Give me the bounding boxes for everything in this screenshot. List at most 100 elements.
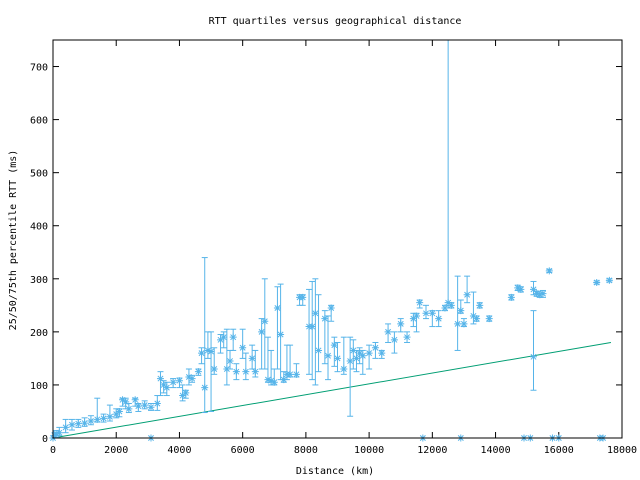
data-point — [115, 407, 123, 418]
data-point — [273, 286, 281, 370]
data-point — [485, 315, 493, 323]
asterisk-marker — [476, 301, 484, 309]
asterisk-marker — [413, 312, 421, 320]
x-tick-label: 18000 — [607, 445, 637, 456]
y-tick-label: 500 — [30, 169, 48, 180]
asterisk-marker — [473, 315, 481, 323]
data-point — [305, 288, 313, 375]
asterisk-marker — [397, 320, 405, 328]
data-point — [390, 331, 398, 354]
data-point — [223, 328, 231, 386]
asterisk-marker — [188, 375, 196, 383]
asterisk-marker — [179, 392, 187, 400]
asterisk-marker — [267, 377, 275, 385]
asterisk-marker — [201, 384, 209, 392]
data-point — [55, 426, 63, 437]
asterisk-marker — [390, 336, 398, 344]
asterisk-marker — [232, 368, 240, 376]
data-point — [201, 257, 209, 414]
chart-title: RTT quartiles versus geographical distan… — [209, 16, 462, 27]
data-point — [134, 402, 142, 412]
data-point — [220, 331, 228, 349]
asterisk-marker — [156, 375, 164, 383]
data-point — [428, 309, 436, 328]
data-point — [226, 349, 234, 370]
data-point — [156, 371, 164, 397]
asterisk-marker — [131, 396, 139, 404]
data-point — [315, 294, 323, 373]
asterisk-marker — [365, 349, 373, 357]
asterisk-marker — [605, 276, 613, 284]
data-point — [277, 283, 285, 381]
x-axis-label: Distance (km) — [296, 466, 374, 477]
asterisk-marker — [163, 384, 171, 392]
asterisk-marker — [403, 333, 411, 341]
data-point — [397, 318, 405, 333]
asterisk-marker — [273, 304, 281, 312]
data-point — [267, 349, 275, 386]
asterisk-marker — [122, 398, 130, 406]
data-point — [153, 395, 161, 411]
data-point — [261, 278, 269, 370]
asterisk-marker — [217, 336, 225, 344]
data-point — [349, 339, 357, 370]
asterisk-marker — [194, 368, 202, 376]
data-point — [270, 368, 278, 386]
y-tick-label: 300 — [30, 275, 48, 286]
asterisk-marker — [507, 293, 515, 301]
data-point — [334, 341, 341, 373]
data-point — [242, 352, 250, 381]
asterisk-marker — [258, 328, 266, 336]
asterisk-marker — [409, 315, 417, 323]
asterisk-marker — [147, 403, 155, 411]
asterisk-marker — [359, 352, 367, 360]
asterisk-marker — [204, 346, 212, 354]
asterisk-marker — [119, 396, 127, 404]
data-point — [194, 368, 202, 376]
asterisk-marker — [134, 402, 142, 410]
asterisk-marker — [261, 317, 269, 325]
asterisk-marker — [517, 285, 525, 293]
asterisk-marker — [74, 420, 82, 428]
asterisk-marker — [125, 405, 133, 413]
data-point — [198, 347, 206, 365]
asterisk-marker — [229, 333, 237, 341]
plot-frame — [52, 39, 623, 439]
asterisk-marker — [175, 377, 183, 385]
asterisk-marker — [545, 267, 553, 275]
data-point — [62, 418, 70, 434]
data-point — [352, 349, 360, 373]
asterisk-marker — [55, 429, 63, 437]
asterisk-marker — [292, 370, 300, 378]
asterisk-marker — [334, 354, 341, 362]
asterisk-marker — [321, 315, 329, 323]
data-point — [229, 328, 237, 351]
data-point — [476, 301, 484, 309]
data-point — [188, 374, 196, 383]
data-point — [87, 415, 95, 426]
data-point — [463, 275, 471, 304]
asterisk-marker — [514, 284, 522, 292]
data-point — [311, 278, 319, 386]
data-point — [365, 344, 373, 370]
asterisk-marker — [277, 331, 285, 339]
data-point — [204, 331, 212, 359]
asterisk-marker — [444, 299, 452, 307]
data-point — [125, 403, 133, 414]
data-point — [384, 323, 392, 343]
data-point — [182, 389, 190, 399]
data-point — [460, 318, 468, 328]
asterisk-marker — [529, 353, 537, 361]
asterisk-marker — [52, 430, 60, 438]
data-point — [280, 371, 288, 384]
y-tick-label: 100 — [30, 381, 48, 392]
data-point — [529, 310, 537, 391]
asterisk-marker — [299, 293, 307, 301]
asterisk-marker — [270, 378, 278, 386]
data-point — [258, 318, 266, 370]
asterisk-marker — [207, 348, 215, 356]
asterisk-marker — [416, 299, 424, 307]
data-point — [444, 39, 452, 309]
data-point — [441, 304, 449, 312]
asterisk-marker — [324, 352, 332, 360]
